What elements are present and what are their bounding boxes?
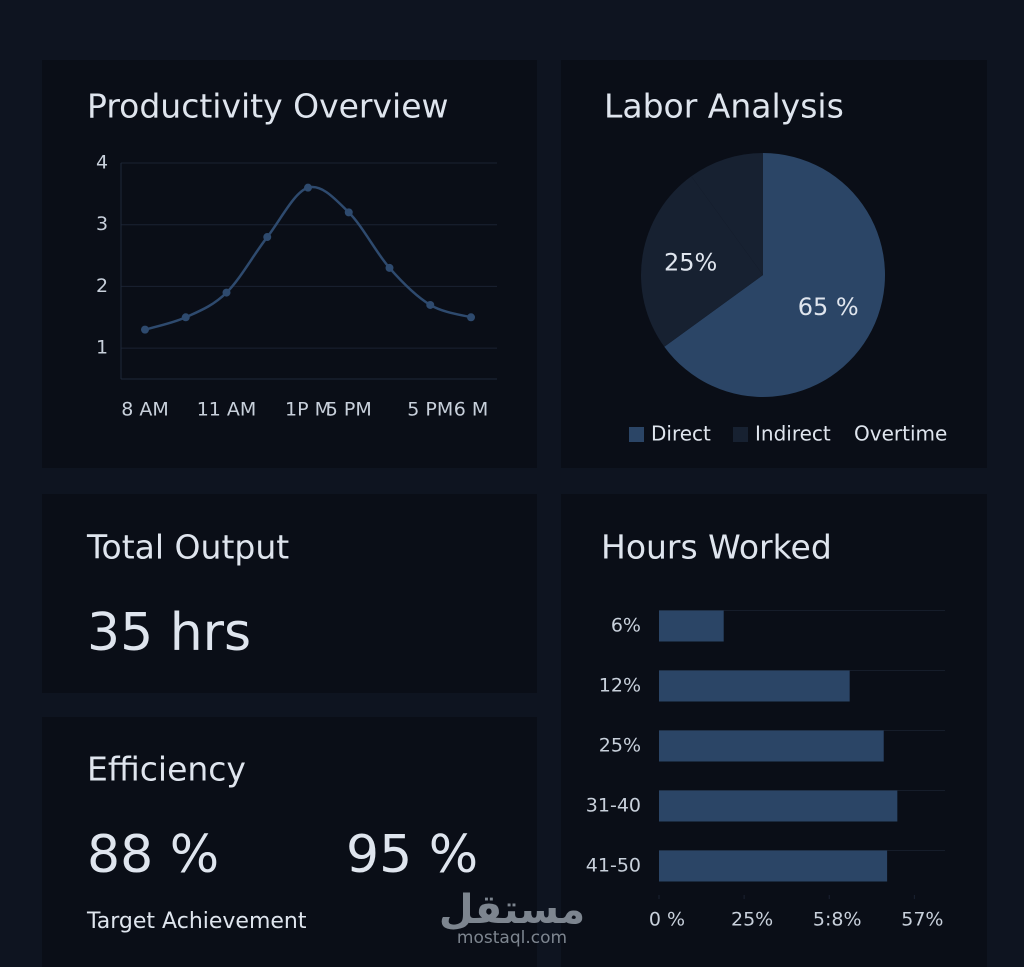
kpi-value: 35 hrs (87, 603, 251, 663)
watermark-site: mostaql.com (457, 928, 567, 948)
legend-label: Overtime (854, 422, 947, 446)
bar (659, 610, 724, 642)
panel (42, 60, 537, 468)
y-tick-label: 1 (96, 337, 108, 359)
slice-label: 65 % (798, 293, 859, 321)
point (385, 263, 394, 272)
watermark-logo: مستقل (439, 887, 585, 933)
legend-swatch (629, 427, 644, 442)
x-tick-label: 0 % (649, 909, 685, 931)
pie-slice (691, 153, 763, 275)
y-tick-label: 25% (599, 735, 641, 757)
legend-label: Direct (651, 422, 711, 446)
point (467, 313, 475, 322)
x-tick-label: 5 PM (326, 399, 372, 421)
point (304, 183, 312, 192)
point (141, 325, 149, 334)
x-tick-label: 5 PM (407, 399, 453, 421)
panel-title: Total Output (86, 528, 289, 567)
bar (659, 670, 850, 702)
panel-title: Hours Worked (601, 528, 832, 567)
point (181, 313, 190, 322)
x-tick-label: 5:8% (813, 909, 862, 931)
y-tick-label: 3 (96, 213, 108, 235)
bar (659, 790, 898, 822)
point (426, 300, 435, 309)
x-tick-label: 11 AM (197, 399, 257, 421)
legend-label: Indirect (755, 422, 831, 446)
y-tick-label: 6% (611, 615, 641, 637)
panel-title: Labor Analysis (604, 87, 844, 126)
point (222, 288, 231, 297)
bar (659, 850, 888, 882)
pie-slice (664, 153, 885, 397)
x-tick-label: 57% (901, 909, 943, 931)
panel-title: Efficiency (87, 750, 246, 789)
x-tick-label: 25% (731, 909, 773, 931)
x-tick-label: 8 AM (121, 399, 169, 421)
kpi-caption: Target Achievement (86, 909, 307, 934)
point (263, 233, 272, 242)
bar (659, 730, 884, 762)
x-tick-label: 6 M (454, 399, 489, 421)
panel-title: Productivity Overview (87, 87, 449, 126)
panel (42, 717, 537, 967)
y-tick-label: 12% (599, 675, 641, 697)
kpi-value: 95 % (346, 825, 478, 885)
x-tick-label: 1P M (285, 399, 331, 421)
kpi-value: 88 % (87, 825, 219, 885)
slice-label: 25% (664, 249, 717, 277)
y-tick-label: 4 (96, 152, 108, 174)
point (344, 208, 353, 217)
legend-swatch (733, 427, 748, 442)
panel (42, 494, 537, 693)
y-tick-label: 2 (96, 275, 108, 297)
y-tick-label: 41-50 (586, 855, 641, 877)
pie-slice (641, 176, 763, 347)
y-tick-label: 31-40 (586, 795, 641, 817)
